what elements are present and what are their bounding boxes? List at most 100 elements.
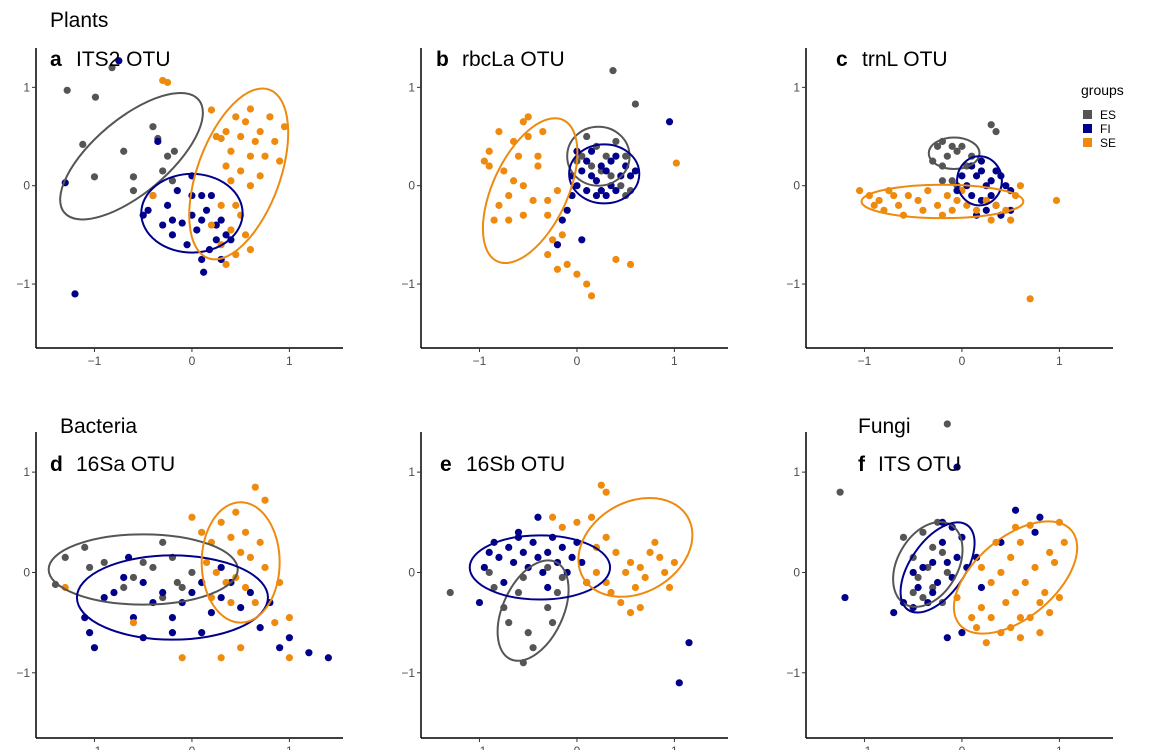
point-es [129,173,138,181]
point-se [500,167,508,175]
point-se [271,137,279,146]
point-se [1041,588,1049,597]
point-se [544,250,552,259]
point-fi [602,167,610,175]
point-se [490,216,498,224]
point-se [622,568,630,577]
point-fi [987,191,995,200]
point-se [207,106,216,114]
panel-letter: f [858,453,866,476]
point-se [548,236,557,244]
point-fi [597,187,605,195]
point-se [963,201,971,209]
point-fi [544,548,552,556]
point-fi [475,598,484,607]
y-tick-label: −1 [401,666,415,680]
point-fi [972,172,981,180]
point-se [987,614,995,622]
group-label-fungi: Fungi [858,415,911,438]
point-se [480,157,488,165]
point-fi [246,588,255,597]
point-es [446,588,454,597]
point-se [919,206,927,214]
point-fi [173,187,181,195]
point-es [529,644,537,652]
point-fi [943,558,951,567]
point-se [636,603,644,612]
point-fi [505,543,513,551]
point-fi [612,187,620,195]
point-fi [217,593,225,602]
group-label-plants: Plants [50,9,108,32]
panel-letter: b [436,48,449,71]
point-se [1050,558,1059,567]
ellipse-es [927,136,981,170]
point-se [943,191,951,200]
x-tick-label: 0 [189,744,196,750]
point-se [285,654,293,662]
point-es [173,578,181,587]
point-fi [987,177,995,185]
point-se [237,548,245,556]
point-se [261,496,269,504]
point-fi [198,255,206,264]
point-fi [563,206,571,214]
y-tick-label: 0 [793,179,800,193]
point-fi [534,513,542,521]
x-tick-label: −1 [88,744,102,750]
point-se [558,231,566,239]
point-fi [217,216,225,224]
point-se [227,226,235,234]
point-fi [958,172,966,180]
point-se [592,568,601,577]
point-fi [139,578,147,587]
legend-swatch-es [1083,110,1092,119]
point-es [836,488,844,496]
point-fi [631,167,640,175]
point-fi [495,553,503,562]
point-se [1007,553,1015,562]
point-es [188,568,196,577]
point-es [544,563,552,572]
point-fi [1002,182,1010,190]
point-se [982,196,990,205]
point-se [972,206,981,214]
point-se [544,211,552,219]
point-es [149,563,157,572]
point-fi [929,588,937,597]
point-se [524,132,532,141]
point-fi [933,578,942,587]
point-es [86,563,94,572]
point-se [914,196,922,205]
point-fi [159,221,167,229]
point-fi [602,191,610,200]
point-fi [120,573,128,582]
point-es [929,583,937,592]
point-se [222,162,230,170]
point-es [159,593,167,602]
point-se [524,113,532,121]
point-se [656,553,664,562]
point-se [987,216,995,224]
point-se [246,246,255,254]
point-se [222,128,230,136]
point-se [1002,598,1010,607]
point-es [159,167,167,175]
point-se [246,553,255,562]
point-es [149,123,157,131]
point-fi [685,639,693,647]
point-es [578,152,586,160]
point-se [607,588,615,597]
point-se [505,191,513,200]
point-se [261,152,269,160]
point-fi [675,679,683,687]
point-se [1036,629,1044,637]
legend-label-fi: FI [1100,122,1111,136]
point-se [534,152,542,160]
point-fi [587,172,596,180]
point-fi [276,644,284,652]
point-se [875,196,883,205]
legend-title: groups [1081,82,1124,98]
point-fi [1011,506,1020,514]
point-se [1021,578,1029,587]
